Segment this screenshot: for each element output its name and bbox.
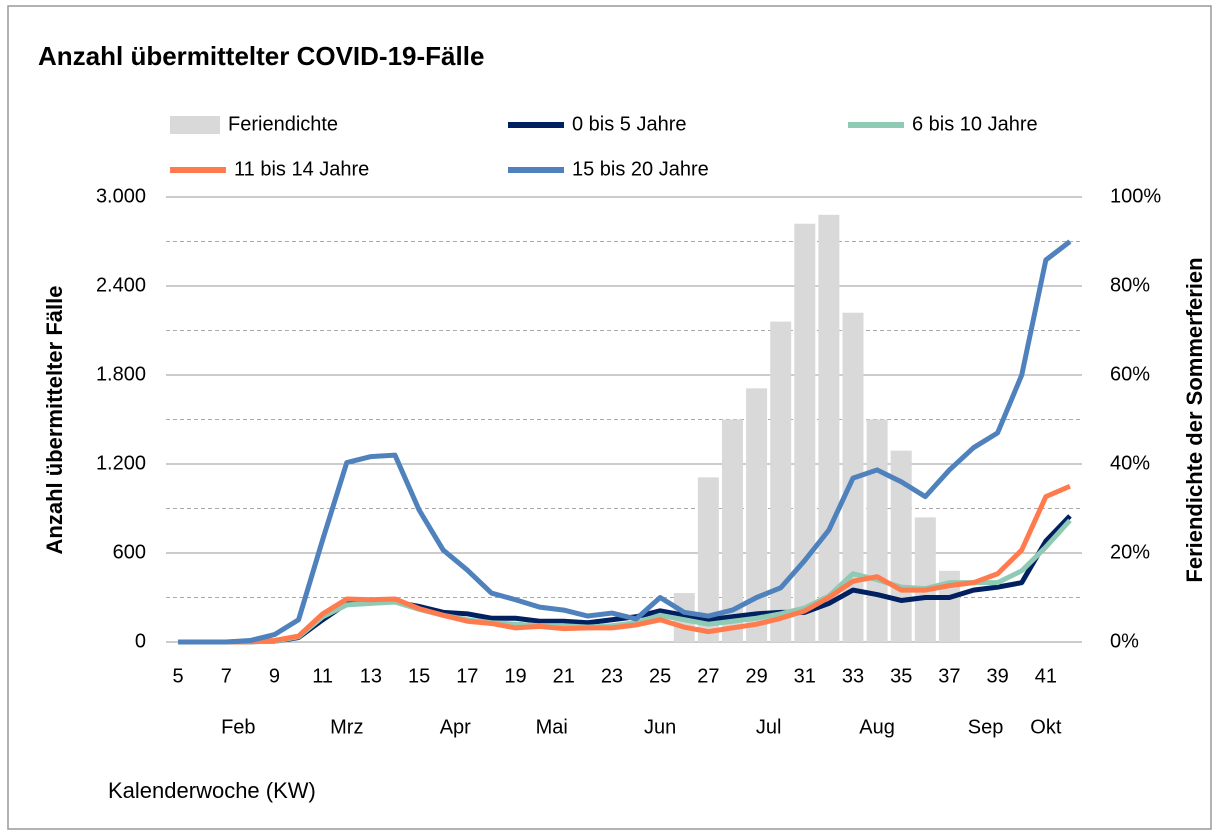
series-line — [178, 483, 1071, 645]
month-label: Feb — [221, 716, 255, 738]
y-tick-label: 0 — [135, 630, 146, 652]
x-tick-label: 27 — [697, 665, 719, 687]
x-tick-label: 25 — [649, 665, 671, 687]
x-tick-label: 17 — [456, 665, 478, 687]
month-label: Jun — [644, 716, 676, 738]
month-label: Aug — [859, 716, 895, 738]
x-tick-label: 11 — [312, 665, 333, 687]
x-tick-label: 41 — [1035, 665, 1057, 687]
y2-tick-label: 40% — [1110, 452, 1150, 474]
x-tick-label: 31 — [794, 665, 816, 687]
legend-label: 11 bis 14 Jahre — [234, 158, 369, 180]
y2-tick-label: 60% — [1110, 363, 1150, 385]
x-tick-label: 39 — [987, 665, 1009, 687]
legend-label: Feriendichte — [228, 113, 338, 135]
x-tick-label: 5 — [172, 665, 183, 687]
month-label: Sep — [968, 716, 1004, 738]
x-axis-title: Kalenderwoche (KW) — [108, 778, 316, 803]
chart-title: Anzahl übermittelter COVID-19-Fälle — [38, 41, 484, 71]
y2-tick-label: 20% — [1110, 541, 1150, 563]
y2-tick-label: 80% — [1110, 274, 1150, 296]
holiday-bar — [914, 517, 936, 642]
legend-swatch — [170, 116, 220, 134]
legend-label: 6 bis 10 Jahre — [912, 113, 1038, 135]
x-tick-label: 29 — [745, 665, 767, 687]
holiday-bar — [770, 321, 792, 642]
x-tick-label: 23 — [601, 665, 623, 687]
legend-label: 0 bis 5 Jahre — [572, 113, 687, 135]
legend-label: 15 bis 20 Jahre — [572, 158, 709, 180]
y-tick-label: 1.800 — [96, 363, 146, 385]
month-label: Jul — [756, 716, 782, 738]
y-axis-title: Anzahl übermittelter Fälle — [42, 286, 67, 555]
month-label: Mai — [536, 716, 568, 738]
month-label: Apr — [440, 716, 471, 738]
x-tick-label: 7 — [221, 665, 232, 687]
x-tick-label: 37 — [938, 665, 960, 687]
holiday-bar — [866, 419, 888, 642]
series-line — [178, 239, 1072, 645]
y-tick-label: 2.400 — [96, 274, 146, 296]
x-tick-label: 35 — [890, 665, 912, 687]
holiday-bar — [697, 477, 719, 642]
holiday-bar — [794, 223, 816, 642]
holiday-bar — [890, 450, 912, 642]
holiday-bar — [721, 419, 743, 642]
x-tick-label: 21 — [553, 665, 575, 687]
x-tick-label: 13 — [360, 665, 382, 687]
holiday-bar — [818, 214, 840, 643]
y-tick-label: 3.000 — [96, 185, 146, 207]
y-tick-label: 1.200 — [96, 452, 146, 474]
x-tick-label: 15 — [408, 665, 430, 687]
y2-axis-title: Feriendichte der Sommerferien — [1182, 257, 1207, 582]
x-tick-label: 9 — [269, 665, 280, 687]
x-tick-label: 33 — [842, 665, 864, 687]
holiday-bar — [746, 388, 768, 642]
month-label: Mrz — [330, 716, 363, 738]
y-tick-label: 600 — [113, 541, 146, 563]
chart-frame — [7, 5, 1212, 830]
y2-tick-label: 0% — [1110, 630, 1139, 652]
month-label: Okt — [1030, 716, 1062, 738]
y2-tick-label: 100% — [1110, 185, 1161, 207]
x-tick-label: 19 — [504, 665, 526, 687]
